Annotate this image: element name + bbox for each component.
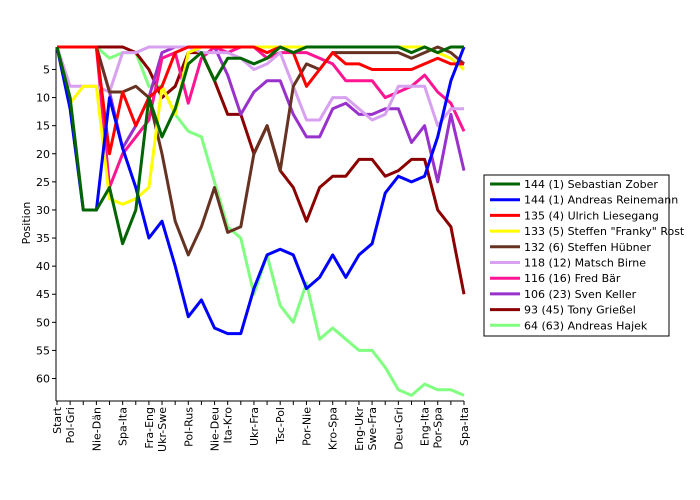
x-tick-label: Eng-Ita [419,407,432,446]
legend: 144 (1) Sebastian Zober 144 (1) Andreas R… [483,174,685,337]
legend-label: 144 (1) Sebastian Zober [524,178,658,191]
legend-label: 133 (5) Steffen "Franky" Rost [524,225,685,238]
x-tick-label: Ukr-Fra [248,407,261,446]
y-tick-label: 35 [36,232,50,245]
x-tick-label: Por-Nie [300,407,313,446]
y-tick-label: 55 [36,344,50,357]
x-tick-label: Kro-Spa [327,407,340,450]
series-line [57,45,465,257]
x-tick-label: Pol-Gri [64,407,77,444]
x-tick-label: Eng-Ukr [353,407,366,451]
legend-label: 116 (16) Fred Bär [524,272,621,285]
y-tick-label: 60 [36,373,50,386]
series-line [55,46,466,336]
x-tick-label: Spa-Ita [458,407,471,446]
x-tick-label: Ita-Kro [222,407,235,444]
x-tick-label: Spa-Ita [117,407,130,446]
legend-label: 64 (63) Andreas Hajek [524,319,648,332]
x-tick-label: Fra-Eng [143,407,156,449]
x-tick-label: Ukr-Swe [156,407,169,452]
legend-label: 144 (1) Andreas Reinemann [524,194,678,207]
x-tick-label: Deu-Gri [392,407,405,450]
x-tick-label: Nie-Deu [209,407,222,451]
y-tick-label: 45 [36,288,50,301]
y-tick-label: 15 [36,120,50,133]
y-tick-label: 5 [43,63,50,76]
series-line [57,45,464,156]
y-tick-label: 30 [36,204,50,217]
x-tick-label: Por-Spa [432,407,445,448]
y-tick-label: 40 [36,260,50,273]
series-line [55,45,464,246]
legend-label: 132 (6) Steffen Hübner [524,241,651,254]
x-tick-label: Start [51,406,64,434]
y-tick-label: 25 [36,176,50,189]
x-tick-label: Nie-Dän [90,407,103,451]
x-tick-label: Pol-Rus [182,407,195,447]
series-line [57,45,466,295]
y-axis-label: Position [20,202,33,245]
legend-label: 93 (45) Tony Grießel [524,304,636,317]
legend-label: 135 (4) Ulrich Liesegang [524,209,659,222]
legend-label: 106 (23) Sven Keller [524,288,637,301]
series-line [55,45,464,128]
y-tick-label: 10 [36,92,50,105]
series-line [57,45,466,184]
x-tick-label: Swe-Fra [366,407,379,451]
y-tick-label: 50 [36,316,50,329]
x-tick-label: Tsc-Pol [274,407,287,445]
y-tick-label: 20 [36,148,50,161]
legend-label: 118 (12) Matsch Birne [524,257,646,270]
